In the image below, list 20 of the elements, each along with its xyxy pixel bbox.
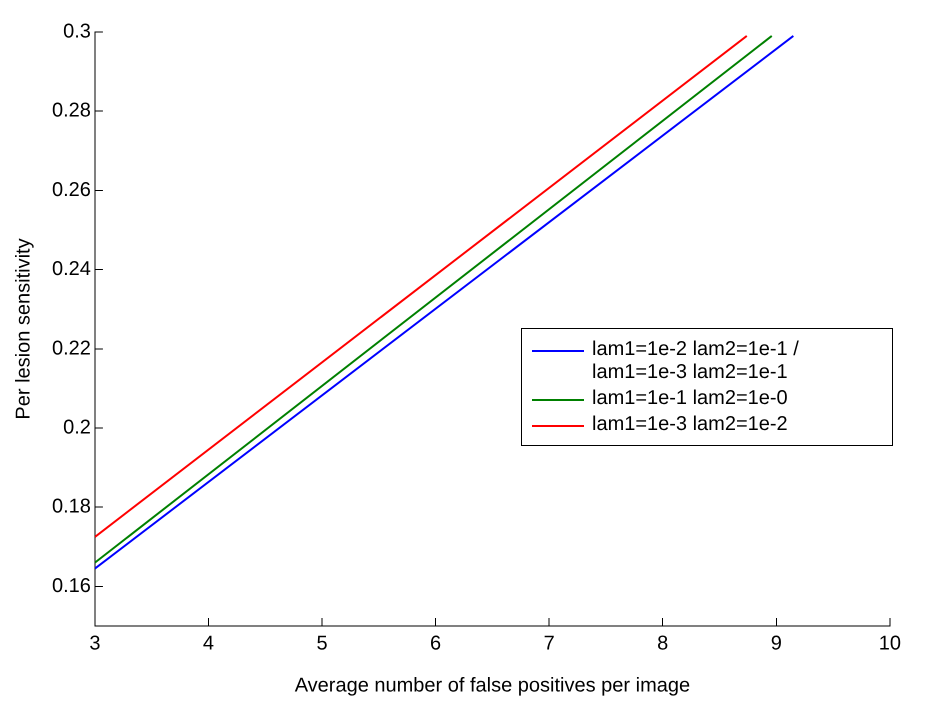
x-tick-label: 8: [657, 632, 668, 655]
y-tick-label: 0.28: [52, 100, 91, 122]
x-axis-title: Average number of false positives per image: [294, 674, 690, 697]
y-tick-label: 0.18: [52, 496, 91, 518]
y-axis-title: Per lesion sensitivity: [12, 238, 35, 420]
x-tick-label: 7: [544, 632, 555, 655]
y-tick-label: 0.24: [52, 258, 91, 280]
legend-label: lam1=1e-3 lam2=1e-2: [592, 413, 788, 436]
x-tick-label: 9: [770, 632, 782, 655]
x-tick-label: 3: [89, 632, 100, 655]
x-tick-label: 5: [316, 632, 328, 655]
y-tick-label: 0.2: [63, 416, 91, 439]
x-tick-label: 6: [430, 632, 442, 655]
y-tick-label: 0.3: [63, 20, 91, 43]
y-tick-label: 0.16: [52, 574, 91, 597]
x-tick-label: 4: [202, 632, 214, 655]
y-tick-label: 0.26: [52, 178, 91, 201]
y-tick-label: 0.22: [52, 337, 91, 360]
x-tick-label: 10: [878, 632, 901, 655]
legend-label: lam1=1e-1 lam2=1e-0: [592, 387, 788, 410]
